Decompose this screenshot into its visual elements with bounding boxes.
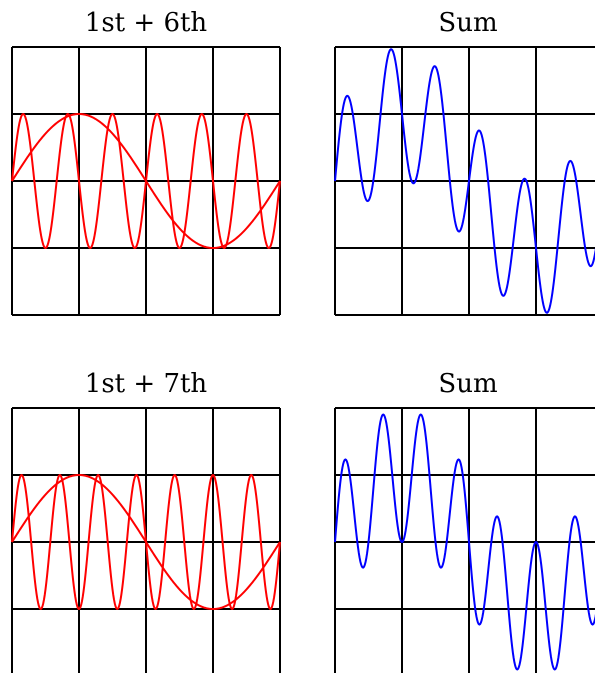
series-harmonic-7 <box>11 474 281 610</box>
chart-title-1st-plus-6th: 1st + 6th <box>84 8 208 38</box>
chart-title-1st-plus-7th: 1st + 7th <box>84 369 208 399</box>
series-sum-1-7 <box>334 413 595 671</box>
chart-title-sum-7th: Sum <box>438 369 498 399</box>
chart-sum-1st-7th <box>334 407 595 673</box>
chart-1st-plus-6th <box>11 46 281 316</box>
chart-1st-plus-7th <box>11 407 281 673</box>
chart-title-sum-6th: Sum <box>438 8 498 38</box>
chart-sum-1st-6th <box>334 46 595 316</box>
series-sum-1-6 <box>334 48 595 314</box>
series-harmonic-6 <box>11 113 281 249</box>
